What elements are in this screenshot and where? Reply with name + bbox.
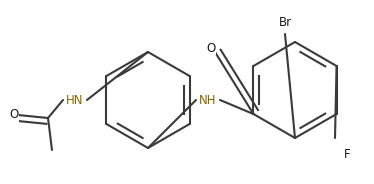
Text: F: F — [344, 148, 350, 160]
Text: HN: HN — [66, 93, 84, 107]
Text: O: O — [9, 109, 19, 121]
Text: Br: Br — [278, 15, 292, 29]
Text: NH: NH — [199, 93, 217, 107]
Text: O: O — [206, 42, 216, 54]
